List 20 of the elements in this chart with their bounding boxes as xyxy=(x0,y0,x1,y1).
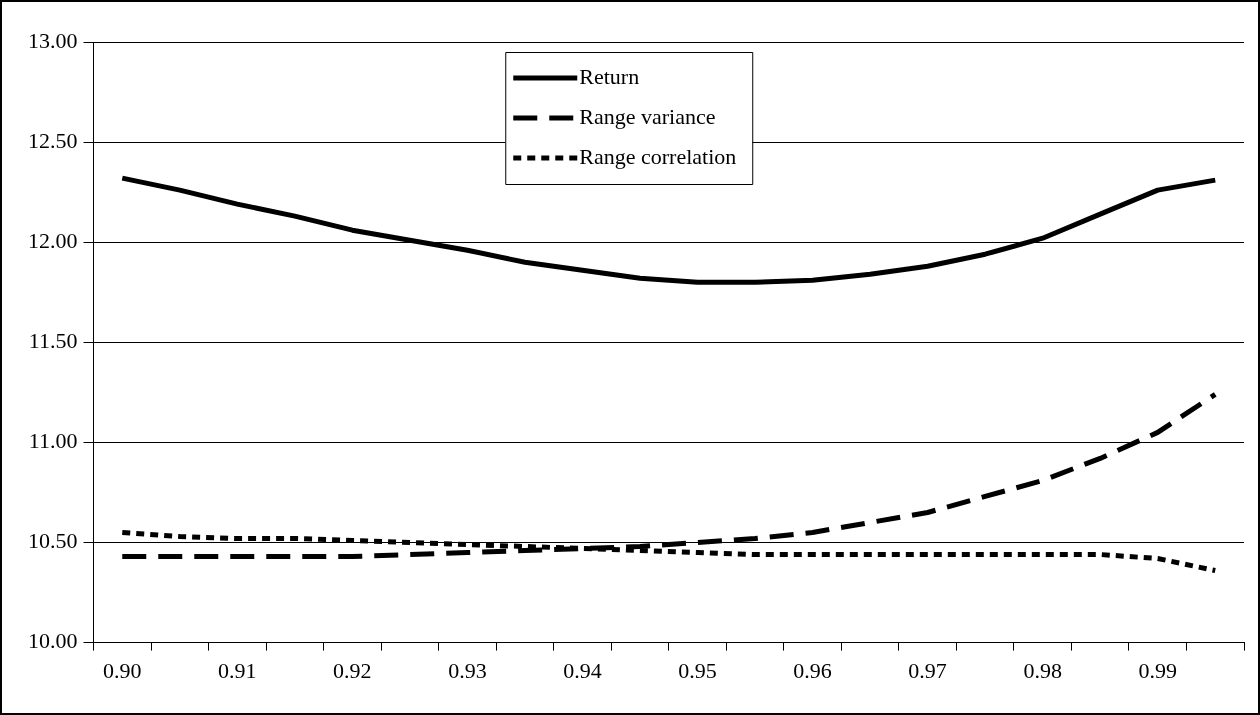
y-tick-label: 12.50 xyxy=(28,127,78,153)
legend-label: Range correlation xyxy=(579,143,737,169)
y-tick-label: 11.00 xyxy=(28,428,78,454)
y-tick-label: 13.00 xyxy=(28,27,78,53)
y-tick-label: 10.00 xyxy=(28,628,78,654)
x-tick-label: 0.93 xyxy=(448,657,487,683)
y-tick-label: 11.50 xyxy=(28,328,78,354)
x-tick-label: 0.97 xyxy=(908,657,947,683)
x-tick-label: 0.90 xyxy=(103,657,142,683)
x-tick-label: 0.92 xyxy=(333,657,372,683)
x-tick-label: 0.94 xyxy=(563,657,602,683)
x-tick-label: 0.91 xyxy=(218,657,257,683)
x-tick-label: 0.98 xyxy=(1023,657,1062,683)
x-tick-label: 0.95 xyxy=(678,657,717,683)
legend-label: Range variance xyxy=(579,103,716,129)
legend-label: Return xyxy=(579,63,640,89)
x-tick-label: 0.96 xyxy=(793,657,832,683)
y-tick-label: 12.00 xyxy=(28,227,78,253)
x-tick-label: 0.99 xyxy=(1138,657,1177,683)
y-tick-label: 10.50 xyxy=(28,528,78,554)
